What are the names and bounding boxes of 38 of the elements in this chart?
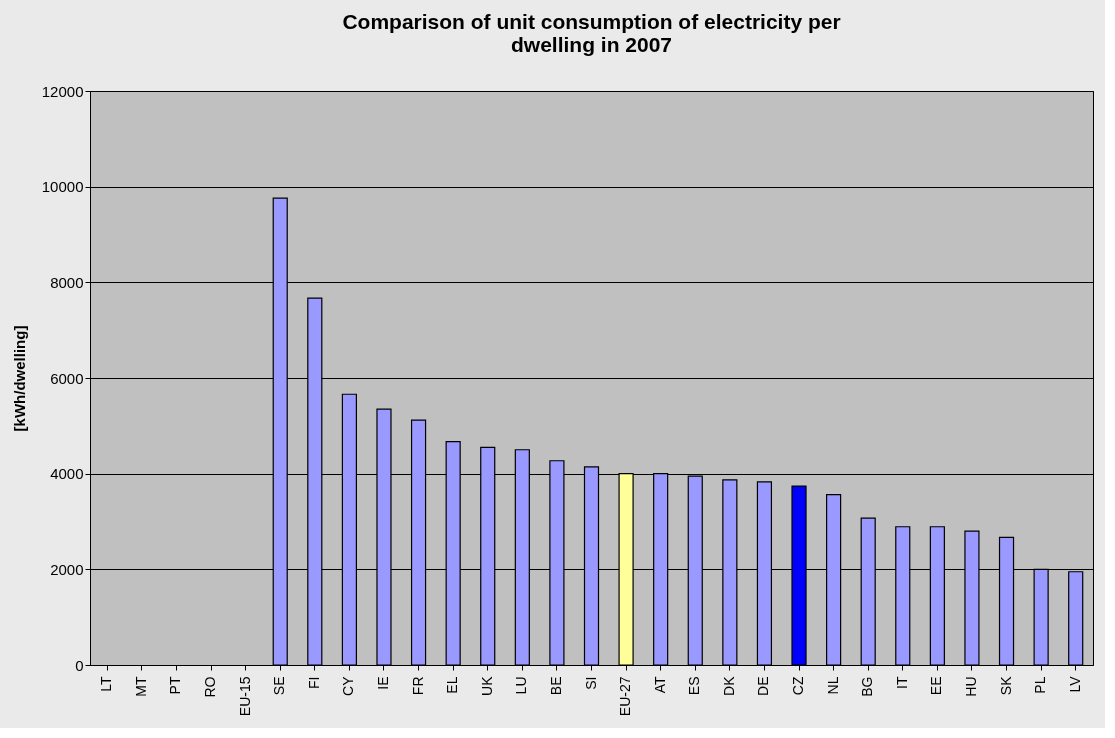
x-tick-label: SI xyxy=(582,676,599,690)
y-tick-label: 8000 xyxy=(50,273,84,291)
x-tick-label: SE xyxy=(271,676,288,696)
y-tick-label: 0 xyxy=(75,656,84,674)
x-tick-label: BG xyxy=(859,676,876,697)
x-tick-label: FR xyxy=(409,676,426,696)
x-tick-label: SK xyxy=(997,675,1014,696)
x-tick-label: EL xyxy=(444,676,461,694)
x-tick-label: CY xyxy=(340,675,357,696)
x-tick-label: PL xyxy=(1032,676,1049,694)
x-tick-label: NL xyxy=(824,676,841,695)
y-tick-label: 4000 xyxy=(50,465,84,483)
x-tick-label: AT xyxy=(651,676,668,694)
x-tick-label: UK xyxy=(478,675,495,696)
y-tick-label: 6000 xyxy=(50,369,84,387)
x-tick-label: IE xyxy=(374,676,391,690)
x-tick-label: CZ xyxy=(790,676,807,696)
x-tick-label: FI xyxy=(305,676,322,689)
x-tick-label: HU xyxy=(962,676,979,697)
x-tick-label: ES xyxy=(686,676,703,696)
y-tick-label: 12000 xyxy=(41,82,84,100)
chart-title: Comparison of unit consumption of electricity per dwelling in 2007 xyxy=(342,10,841,56)
x-tick-label: RO xyxy=(202,676,219,698)
x-tick-label: LU xyxy=(513,676,530,695)
y-axis-title: [kWh/dwelling] xyxy=(10,325,28,432)
x-tick-label: EU-27 xyxy=(617,676,634,717)
x-tick-label: DE xyxy=(755,676,772,696)
x-tick-label: PT xyxy=(167,676,184,695)
x-tick-label: IT xyxy=(893,676,910,689)
y-tick-label: 10000 xyxy=(41,178,84,196)
y-tick-label: 2000 xyxy=(50,560,84,578)
x-tick-label: EU-15 xyxy=(236,676,253,717)
x-tick-label: LT xyxy=(98,676,115,692)
x-tick-label: BE xyxy=(547,676,564,696)
x-tick-label: LV xyxy=(1066,675,1083,693)
x-tick-label: EE xyxy=(928,676,945,696)
x-tick-label: MT xyxy=(132,676,149,697)
x-tick-label: DK xyxy=(720,675,737,696)
